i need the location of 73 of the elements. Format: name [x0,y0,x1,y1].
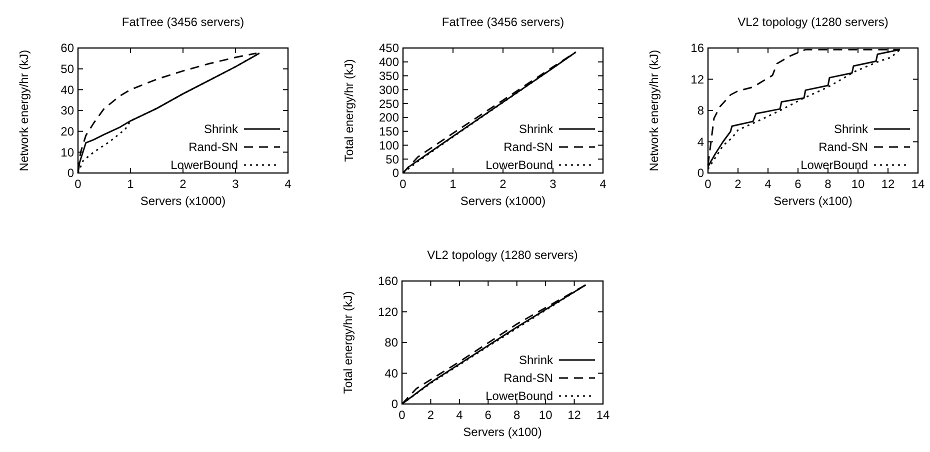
x-tick-label: 4 [456,408,464,422]
y-tick-label: 80 [384,336,398,350]
legend-label: Rand-SN [504,140,553,154]
chart-title: FatTree (3456 servers) [442,15,564,29]
legend-label: Shrink [518,122,554,136]
x-tick-label: 4 [764,177,772,191]
y-axis-title: Total energy/hr (kJ) [342,59,356,162]
chart-title: VL2 topology (1280 servers) [738,15,888,29]
legend-label: Rand-SN [188,140,238,154]
legend-label: LowerBound [486,389,553,404]
x-tick-label: 10 [538,408,553,422]
x-tick-label: 2 [734,177,742,191]
legend-label: Rand-SN [818,140,868,154]
x-tick-label: 6 [484,408,492,422]
legend-label: LowerBound [486,158,553,172]
x-tick-label: 2 [500,177,507,191]
y-tick-label: 0 [697,166,704,180]
x-tick-label: 3 [232,177,240,191]
y-tick-label: 8 [697,104,704,118]
y-tick-label: 40 [384,366,398,380]
y-tick-label: 250 [378,96,400,111]
x-tick-label: 4 [284,177,292,191]
x-tick-label: 12 [881,177,895,191]
y-tick-label: 160 [378,274,398,288]
y-tick-label: 16 [690,41,704,56]
x-tick-label: 1 [127,177,134,191]
y-tick-label: 100 [378,138,400,152]
x-tick-label: 6 [794,177,802,191]
x-axis-title: Servers (x100) [463,425,542,439]
x-tick-label: 12 [568,408,582,422]
y-tick-label: 4 [697,134,704,149]
y-tick-label: 40 [60,82,74,97]
y-tick-label: 200 [378,110,400,125]
y-axis-title: Total energy/hr (kJ) [341,291,355,394]
x-tick-label: 8 [824,177,832,191]
x-tick-label: 8 [514,408,521,422]
x-axis-title: Servers (x100) [774,194,852,208]
chart-title: VL2 topology (1280 servers) [427,248,578,262]
y-tick-label: 50 [60,62,74,76]
y-tick-label: 20 [60,124,74,139]
legend-label: Shrink [518,353,554,368]
y-tick-label: 12 [690,72,704,86]
y-tick-label: 10 [60,145,74,160]
y-tick-label: 120 [378,304,398,319]
x-tick-label: 2 [427,408,434,422]
legend-label: Shrink [204,122,239,136]
x-tick-label: 3 [550,177,557,191]
x-tick-label: 14 [596,408,610,422]
y-tick-label: 400 [378,55,400,70]
y-tick-label: 0 [392,166,400,180]
y-tick-label: 150 [378,124,400,139]
legend-label: LowerBound [170,158,238,172]
y-tick-label: 350 [378,68,400,83]
x-tick-label: 2 [180,177,187,191]
x-tick-label: 1 [450,177,457,191]
y-tick-label: 0 [391,397,398,412]
y-tick-label: 60 [60,41,74,56]
chart-title: FatTree (3456 servers) [122,15,244,29]
y-tick-label: 300 [378,82,400,97]
x-axis-title: Servers (x1000) [460,194,546,208]
y-tick-label: 50 [386,152,400,166]
legend-label: Shrink [834,122,869,136]
y-tick-label: 0 [67,166,74,180]
y-axis-title: Network energy/hr (kJ) [17,50,31,172]
x-tick-label: 10 [851,177,865,191]
y-tick-label: 30 [60,104,74,118]
legend-label: Rand-SN [504,371,553,386]
legend-label: LowerBound [800,158,868,172]
y-tick-label: 450 [378,41,400,56]
x-axis-title: Servers (x1000) [140,194,226,208]
x-tick-label: 14 [911,177,925,191]
x-tick-label: 4 [600,177,607,191]
y-axis-title: Network energy/hr (kJ) [647,50,661,172]
